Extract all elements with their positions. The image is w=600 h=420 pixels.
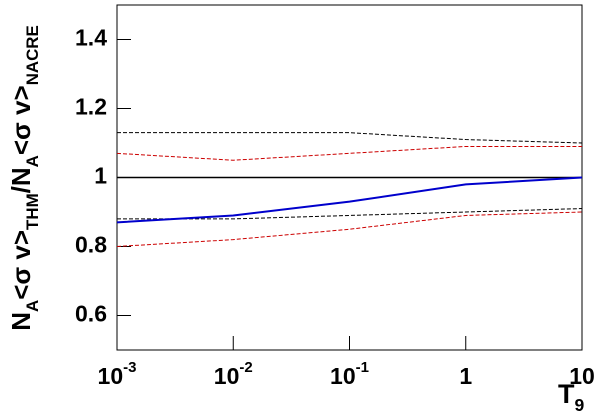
ylabel-part: NACRE: [23, 25, 42, 85]
ylabel-part: A: [23, 300, 42, 312]
series-line: [116, 145, 582, 161]
ylabel-part: <σ v>: [6, 230, 36, 300]
series-line: [117, 132, 583, 144]
x-tick-exponent: -3: [123, 359, 136, 376]
series-line: [116, 176, 583, 224]
ylabel-title: NA<σ v>THM/NA<σ v>NACRE: [6, 25, 42, 331]
x-tick-label: 10-2: [214, 359, 253, 389]
x-tick-label: 10-3: [98, 359, 137, 389]
y-tick-label: 0.8: [75, 232, 107, 258]
x-tick-base: 10: [98, 363, 124, 389]
xlabel-part: T: [558, 379, 575, 409]
x-tick-exponent: -1: [356, 359, 369, 376]
x-tick-base: 10: [330, 363, 356, 389]
x-tick-exponent: -2: [239, 359, 252, 376]
x-tick-label: 10-1: [330, 359, 369, 389]
y-tick-label: 1.2: [75, 94, 107, 120]
xlabel-title: T9: [558, 379, 585, 415]
series-line: [117, 208, 583, 220]
ylabel-part: <σ v>: [6, 85, 36, 155]
ylabel-part: /N: [6, 167, 36, 193]
ylabel-part: N: [6, 312, 36, 331]
x-tick-label: 1: [459, 363, 472, 389]
y-tick-label: 1: [94, 163, 107, 189]
ylabel-part: THM: [23, 193, 42, 230]
xlabel-part: 9: [575, 395, 585, 415]
y-tick-label: 1.4: [75, 25, 107, 51]
x-tick-label: 10: [569, 363, 595, 389]
ylabel-part: A: [23, 155, 42, 167]
series-line: [116, 211, 583, 247]
x-tick-base: 10: [214, 363, 240, 389]
y-tick-label: 0.6: [75, 301, 107, 327]
